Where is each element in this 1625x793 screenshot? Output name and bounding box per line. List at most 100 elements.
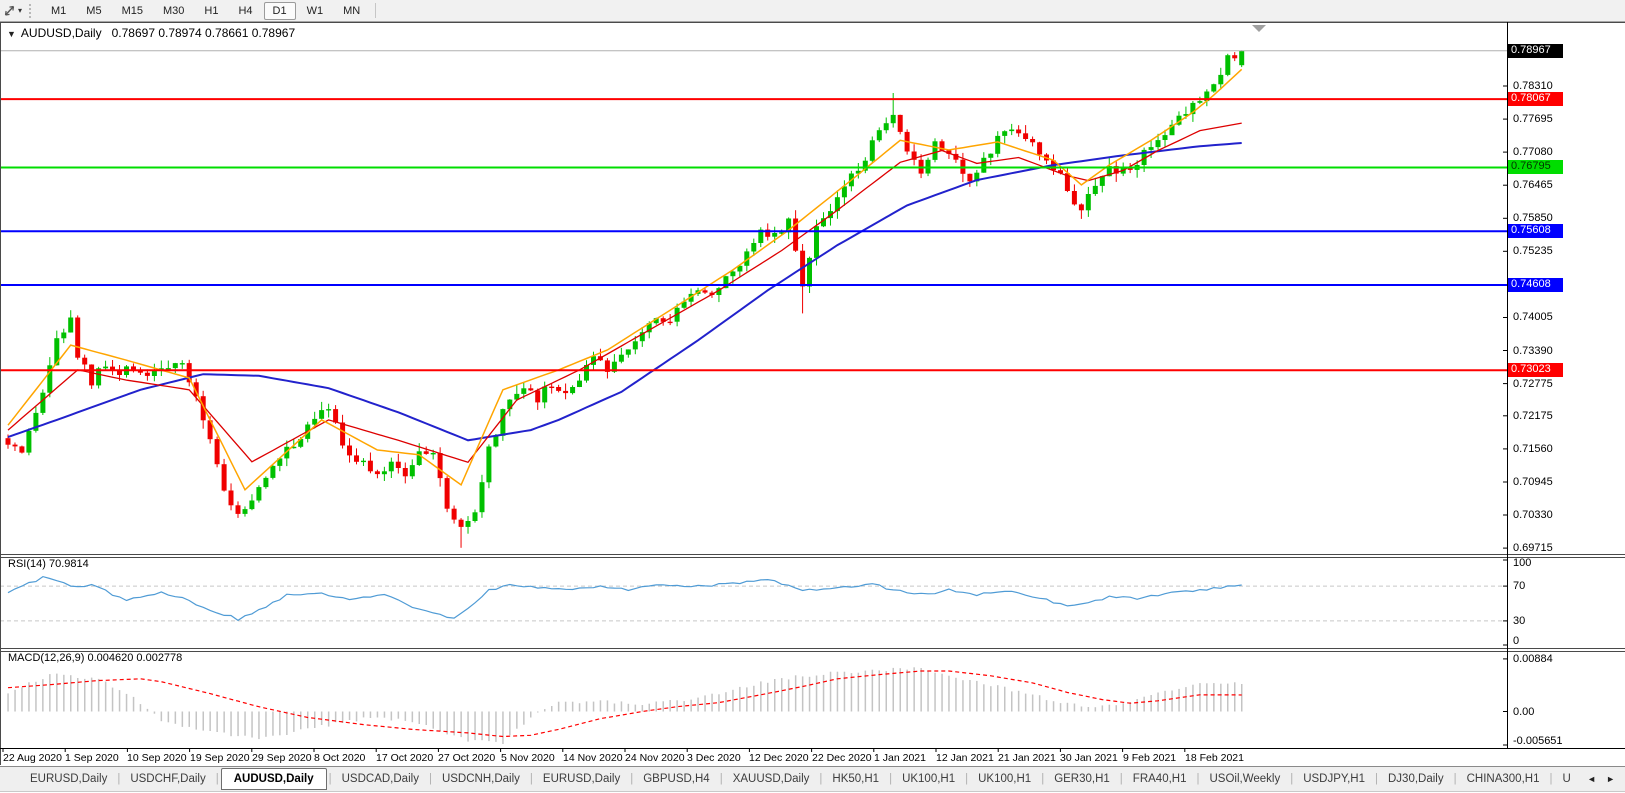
timeframe-button-m1[interactable]: M1 bbox=[51, 4, 67, 17]
candle-body bbox=[165, 368, 171, 370]
chart-tab-uk100-h1[interactable]: UK100,H1 bbox=[902, 773, 956, 785]
chart-tab-eurusd-daily[interactable]: EURUSD,Daily bbox=[542, 773, 621, 785]
candle-body bbox=[1190, 102, 1196, 115]
macd-histogram-bar bbox=[1024, 693, 1027, 712]
tab-divider: | bbox=[117, 773, 121, 785]
chart-tab-eurusd-daily[interactable]: EURUSD,Daily bbox=[30, 773, 108, 785]
chart-tab-dj30-daily[interactable]: DJ30,Daily bbox=[1388, 773, 1444, 785]
price-axis-label: 0.75235 bbox=[1513, 245, 1553, 257]
macd-histogram-bar bbox=[683, 701, 685, 712]
ma-mid-line bbox=[7, 122, 1242, 464]
chart-tab-audusd-daily[interactable]: AUDUSD,Daily bbox=[220, 768, 327, 790]
candle-body bbox=[563, 390, 569, 394]
macd-histogram-bar bbox=[1136, 699, 1138, 712]
candle-body bbox=[953, 153, 959, 160]
chart-tab-ger30-h1[interactable]: GER30,H1 bbox=[1054, 773, 1110, 785]
candle-body bbox=[437, 453, 443, 479]
timeframe-button-h4[interactable]: H4 bbox=[238, 4, 253, 17]
candle-body bbox=[507, 399, 513, 410]
macd-histogram-bar bbox=[592, 701, 595, 712]
macd-histogram-bar bbox=[49, 674, 51, 712]
candle-body bbox=[256, 487, 262, 501]
candle-body bbox=[1141, 149, 1147, 165]
macd-histogram-bar bbox=[690, 699, 692, 712]
date-axis-label: 22 Aug 2020 bbox=[3, 752, 62, 764]
chart-tab-usdchf-daily[interactable]: USDCHF,Daily bbox=[130, 773, 206, 785]
macd-scale-label: 0.00884 bbox=[1513, 653, 1553, 665]
candle-body bbox=[730, 271, 736, 277]
macd-histogram-bar bbox=[899, 668, 901, 712]
macd-histogram-bar bbox=[718, 694, 720, 712]
candle-body bbox=[932, 141, 938, 160]
candle-body bbox=[1106, 166, 1112, 177]
macd-histogram-bar bbox=[1087, 707, 1090, 712]
collapse-panel-icon[interactable]: ▼ bbox=[7, 29, 16, 39]
tab-divider: | bbox=[889, 773, 893, 785]
price-axis-label: 0.70330 bbox=[1513, 509, 1553, 521]
candle-body bbox=[374, 471, 380, 475]
chart-tab-china300-h1[interactable]: CHINA300,H1 bbox=[1466, 773, 1540, 785]
candle-body bbox=[1204, 91, 1210, 102]
macd-histogram-bar bbox=[383, 711, 386, 718]
macd-histogram-bar bbox=[474, 711, 476, 741]
chart-tab-gbpusd-h4[interactable]: GBPUSD,H4 bbox=[643, 773, 710, 785]
crosshair-cursor-icon[interactable] bbox=[2, 3, 17, 18]
timeframe-button-m30[interactable]: M30 bbox=[162, 4, 185, 17]
cursor-dropdown-icon[interactable]: ▾ bbox=[18, 6, 23, 15]
candle-body bbox=[744, 251, 750, 266]
chart-shift-marker-icon bbox=[1252, 25, 1266, 32]
date-axis-label: 8 Oct 2020 bbox=[314, 752, 366, 764]
timeframe-button-mn[interactable]: MN bbox=[343, 4, 361, 17]
chart-title: ▼ AUDUSD,Daily 0.78697 0.78974 0.78661 0.7… bbox=[7, 26, 295, 40]
macd-histogram-bar bbox=[976, 680, 978, 712]
candle-body bbox=[1071, 191, 1077, 205]
macd-histogram-bar bbox=[432, 711, 434, 729]
candle-body bbox=[772, 233, 778, 237]
macd-histogram-bar bbox=[104, 681, 107, 712]
toolbar-drag-handle[interactable] bbox=[29, 3, 34, 18]
macd-histogram-bar bbox=[578, 703, 581, 712]
timeframe-button-m15[interactable]: M15 bbox=[121, 4, 143, 17]
chart-symbol-label: AUDUSD,Daily bbox=[20, 26, 102, 40]
macd-histogram-bar bbox=[822, 674, 825, 712]
candle-body bbox=[333, 409, 339, 423]
chart-tab-usdjpy-h1[interactable]: USDJPY,H1 bbox=[1303, 773, 1365, 785]
price-axis-label: 0.73390 bbox=[1513, 345, 1553, 357]
macd-histogram-bar bbox=[111, 687, 114, 712]
price-level-badge: 0.78067 bbox=[1508, 92, 1563, 106]
chart-tab-fra40-h1[interactable]: FRA40,H1 bbox=[1132, 773, 1187, 785]
date-axis-label: 3 Dec 2020 bbox=[687, 752, 741, 764]
candle-body bbox=[1162, 135, 1168, 140]
candle-body bbox=[5, 438, 11, 445]
candle-body bbox=[131, 366, 136, 370]
toolbar-separator bbox=[375, 3, 377, 18]
candle-body bbox=[688, 293, 694, 302]
macd-signal-line bbox=[7, 670, 1242, 738]
timeframe-button-w1[interactable]: W1 bbox=[306, 4, 324, 17]
tab-scroll-left-button[interactable]: ◄ bbox=[1587, 774, 1597, 784]
candle-body bbox=[263, 477, 269, 488]
macd-histogram-bar bbox=[627, 703, 630, 712]
chart-tab-usdcad-daily[interactable]: USDCAD,Daily bbox=[341, 773, 419, 785]
chart-tab-usdcnh-daily[interactable]: USDCNH,Daily bbox=[441, 773, 520, 785]
rsi-scale-label: 0 bbox=[1513, 635, 1520, 647]
chart-tab-uk100-h1[interactable]: UK100,H1 bbox=[978, 773, 1032, 785]
rsi-label: RSI(14) 70.9814 bbox=[8, 558, 89, 570]
timeframe-button-d1[interactable]: D1 bbox=[263, 1, 296, 20]
macd-histogram-bar bbox=[913, 667, 915, 712]
candle-body bbox=[807, 257, 812, 287]
macd-histogram-bar bbox=[320, 711, 323, 725]
chart-tab-xauusd-daily[interactable]: XAUUSD,Daily bbox=[732, 773, 810, 785]
chart-tab-usoil-weekly[interactable]: USOil,Weekly bbox=[1209, 773, 1281, 785]
macd-histogram-bar bbox=[843, 671, 846, 712]
chart-tab-hk50-h1[interactable]: HK50,H1 bbox=[832, 773, 880, 785]
candle-body bbox=[723, 276, 729, 289]
timeframe-button-h1[interactable]: H1 bbox=[204, 4, 219, 17]
candle-body bbox=[814, 226, 819, 258]
chart-tab-u[interactable]: U bbox=[1562, 773, 1571, 785]
tab-scroll-right-button[interactable]: ► bbox=[1606, 774, 1615, 784]
timeframe-button-m5[interactable]: M5 bbox=[86, 4, 102, 17]
ma-fast-line bbox=[7, 68, 1243, 492]
